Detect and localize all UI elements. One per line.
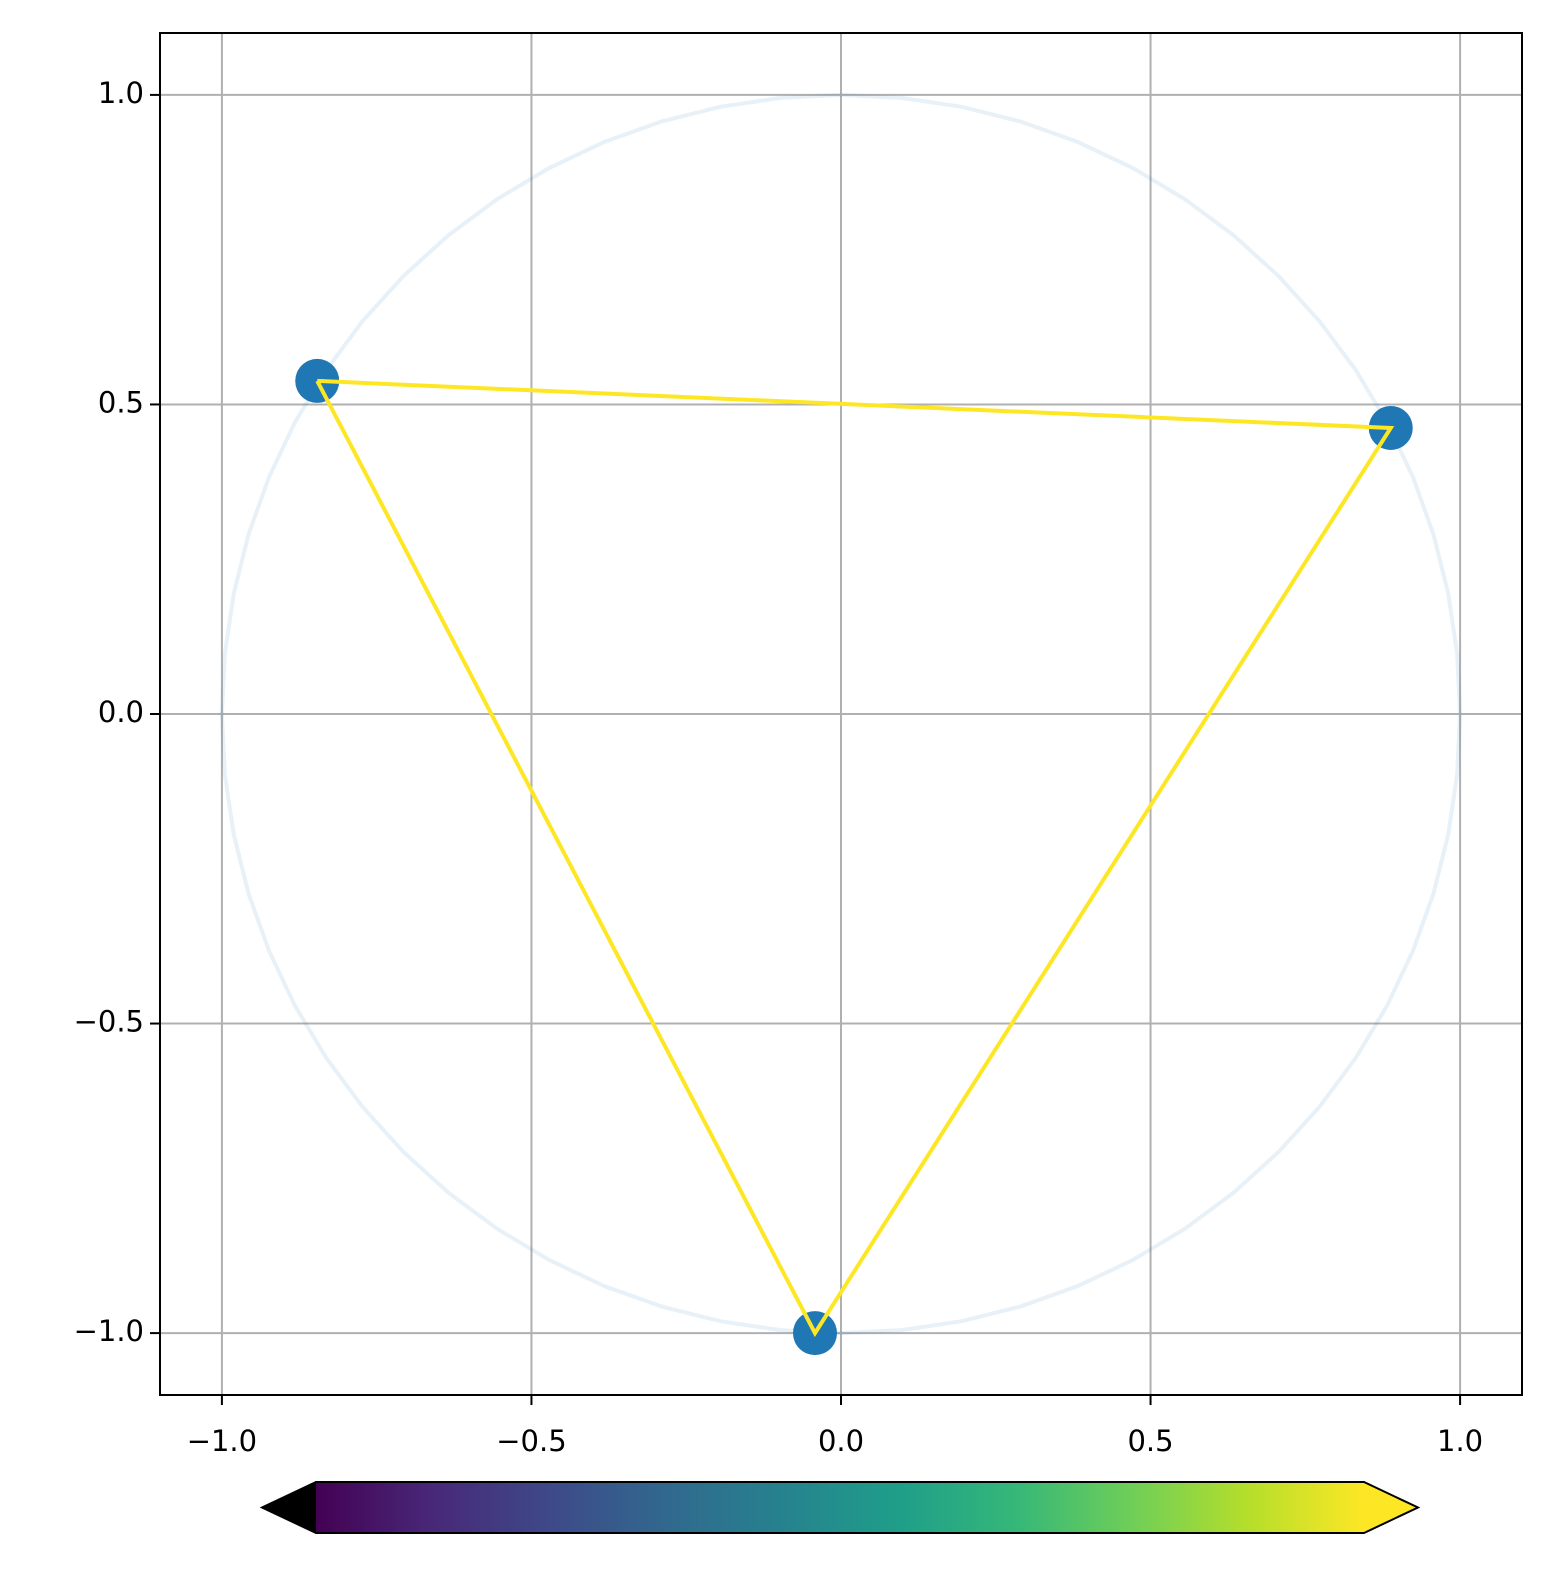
x-tick-label: 0.5 <box>1127 1424 1173 1458</box>
plot-frame <box>159 32 1523 1396</box>
y-tick-label: 0.5 <box>98 385 144 419</box>
y-tick-label: 1.0 <box>98 76 144 110</box>
colorbar-under <box>262 1482 316 1533</box>
y-tick-label: −1.0 <box>74 1314 144 1348</box>
x-tick-label: 1.0 <box>1437 1424 1483 1458</box>
circle <box>219 92 1463 1336</box>
y-tick-label: 0.0 <box>98 695 144 729</box>
x-tick-label: −1.0 <box>187 1424 257 1458</box>
x-tick-label: −0.5 <box>496 1424 566 1458</box>
colorbar-outline <box>259 1481 1421 1534</box>
x-tick-label: 0.0 <box>818 1424 864 1458</box>
colorbar-over <box>1364 1482 1418 1533</box>
line <box>315 378 1395 1338</box>
y-tick-label: −0.5 <box>74 1005 144 1039</box>
colorbar <box>316 1482 1364 1533</box>
